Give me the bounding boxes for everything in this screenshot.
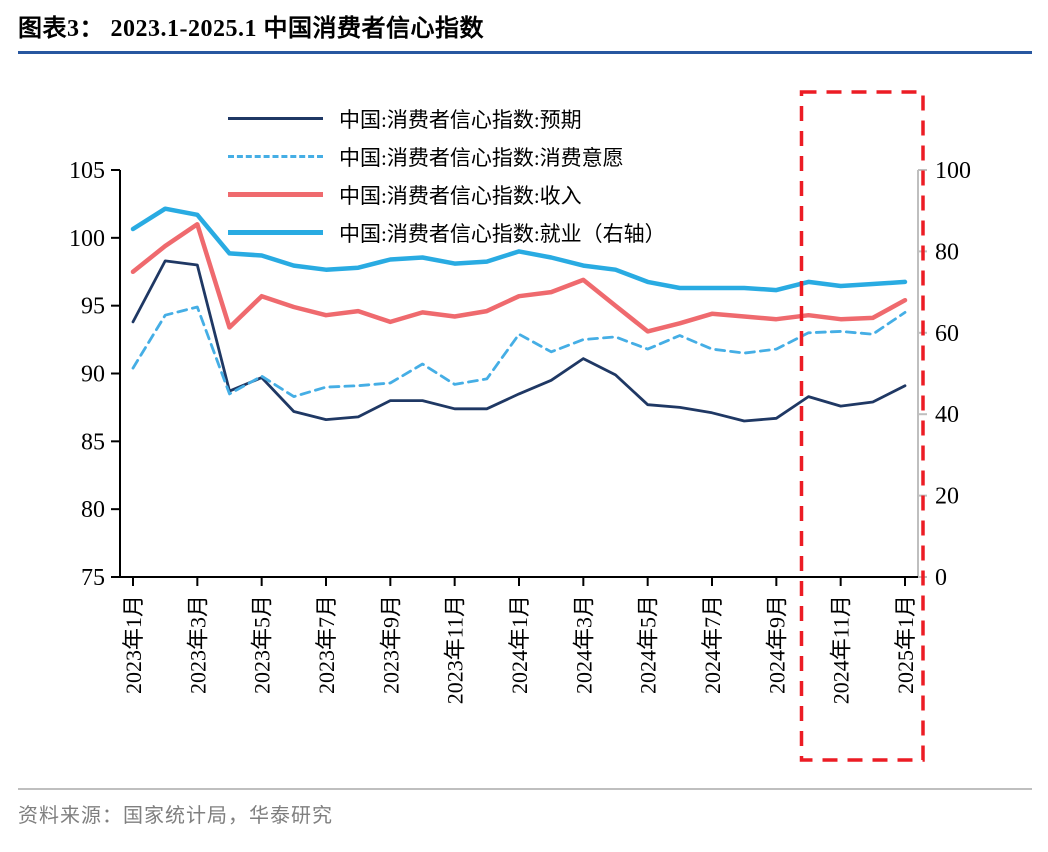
willingness-dashed-line-swatch <box>228 155 323 158</box>
x-axis-tick-label: 2024年1月 <box>507 595 532 694</box>
source-note: 资料来源：国家统计局，华泰研究 <box>18 805 333 827</box>
legend-item-employment: 中国:消费者信心指数:就业（右轴） <box>228 218 666 247</box>
expectation-line-swatch <box>228 117 323 120</box>
title-bar: 图表3： 2023.1-2025.1 中国消费者信心指数 <box>18 8 1032 54</box>
right-axis-tick-label: 20 <box>935 484 959 510</box>
x-axis-tick-label: 2024年3月 <box>571 595 596 694</box>
x-axis-tick-label: 2023年9月 <box>378 595 403 694</box>
footer: 资料来源：国家统计局，华泰研究 <box>18 788 1032 828</box>
page-title: 图表3： 2023.1-2025.1 中国消费者信心指数 <box>18 16 484 42</box>
left-axis-tick-label: 85 <box>81 429 105 455</box>
right-axis-tick-label: 40 <box>935 402 959 428</box>
legend-label-income: 中国:消费者信心指数:收入 <box>339 183 582 208</box>
left-axis-tick-label: 80 <box>81 497 105 523</box>
legend-label-employment: 中国:消费者信心指数:就业（右轴） <box>339 221 666 246</box>
x-axis-tick-label: 2024年7月 <box>700 595 725 694</box>
left-axis-tick-label: 95 <box>81 294 105 320</box>
left-axis-tick-label: 75 <box>81 565 105 591</box>
x-axis-tick-label: 2024年11月 <box>829 595 854 704</box>
left-axis-tick-label: 105 <box>69 158 105 184</box>
legend-label-willingness: 中国:消费者信心指数:消费意愿 <box>339 145 624 170</box>
chart-area: 0 20 40 60 80 100 75 80 85 90 95 100 105 2023年1月 2023年… <box>0 52 1048 772</box>
left-axis-tick-label: 90 <box>81 362 105 388</box>
right-axis-tick-label: 60 <box>935 321 959 347</box>
legend-item-willingness: 中国:消费者信心指数:消费意愿 <box>228 142 666 171</box>
right-axis-tick-label: 100 <box>935 158 971 184</box>
x-axis-tick-label: 2023年1月 <box>121 595 146 694</box>
right-axis-tick-label: 80 <box>935 239 959 265</box>
x-axis-tick-label: 2023年11月 <box>443 595 468 704</box>
series-income <box>130 222 908 334</box>
x-axis-tick-label: 2025年1月 <box>893 595 918 694</box>
legend-item-expectation: 中国:消费者信心指数:预期 <box>228 104 666 133</box>
line-chart: 0 20 40 60 80 100 75 80 85 90 95 100 105 2023年1月 2023年… <box>69 90 971 762</box>
series-employment <box>130 206 908 293</box>
x-axis-tick-label: 2024年9月 <box>764 595 789 694</box>
x-axis-tick-label: 2023年7月 <box>314 595 339 694</box>
series-willingness <box>131 305 907 399</box>
x-axis-tick-label: 2023年5月 <box>250 595 275 694</box>
legend-label-expectation: 中国:消费者信心指数:预期 <box>339 107 582 132</box>
right-axis-tick-label: 0 <box>935 565 947 591</box>
left-axis-tick-label: 100 <box>69 226 105 252</box>
x-axis-tick-label: 2023年3月 <box>185 595 210 694</box>
x-axis-tick-label: 2024年5月 <box>636 595 661 694</box>
legend-item-income: 中国:消费者信心指数:收入 <box>228 180 666 209</box>
employment-line-swatch <box>228 230 323 235</box>
highlight-box <box>799 90 925 762</box>
income-line-swatch <box>228 192 323 197</box>
legend: 中国:消费者信心指数:预期 中国:消费者信心指数:消费意愿 中国:消费者信心指数… <box>228 104 666 247</box>
